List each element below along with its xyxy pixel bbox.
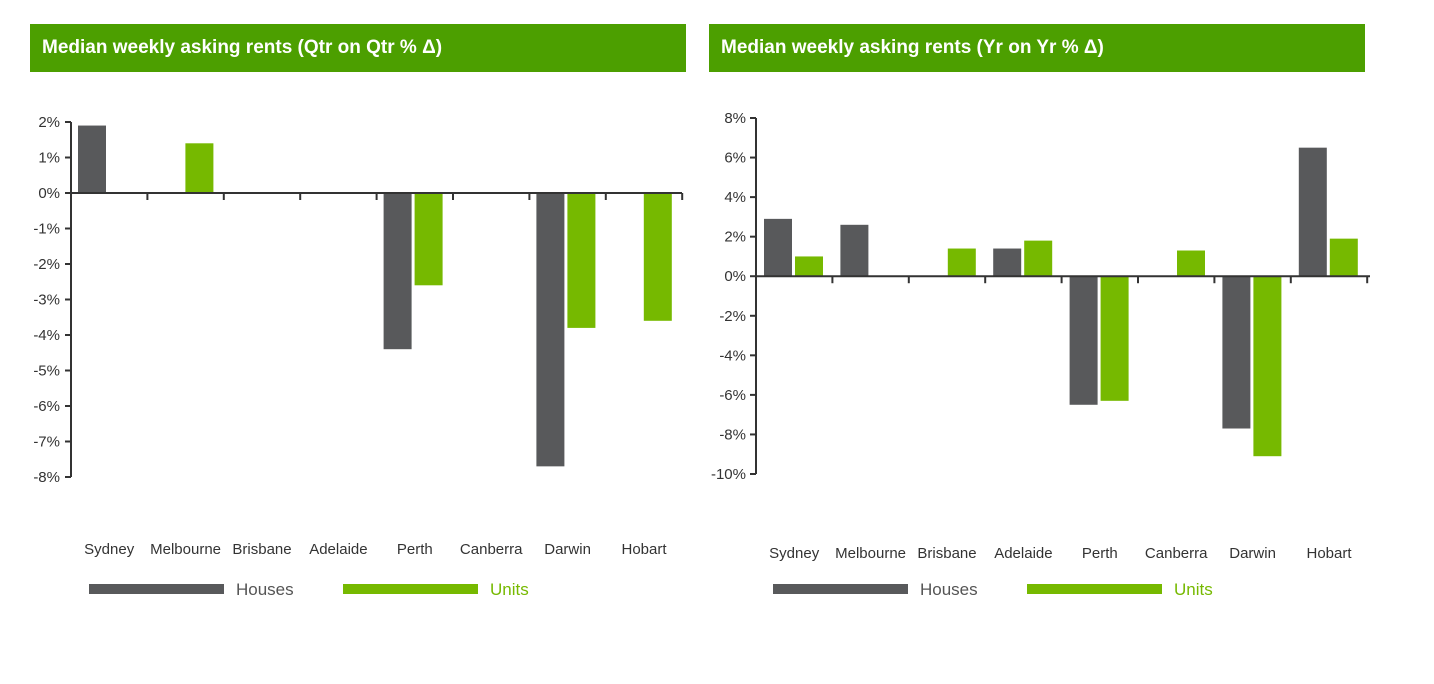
bar-houses-darwin — [1222, 276, 1251, 429]
bar-houses-hobart — [1298, 147, 1327, 277]
bar-houses-melbourne — [840, 224, 869, 277]
legend-swatch-houses — [773, 584, 908, 594]
y-tick-label: -1% — [33, 221, 60, 238]
y-tick-label: -4% — [719, 347, 746, 364]
category-label-sydney: Sydney — [769, 545, 820, 562]
y-tick-label: -10% — [711, 466, 746, 483]
y-tick-label: 0% — [38, 185, 60, 202]
legend-label-houses: Houses — [236, 580, 294, 599]
y-tick-label: 6% — [724, 150, 746, 167]
bar-units-brisbane — [947, 248, 976, 277]
bar-houses-sydney — [78, 125, 106, 193]
bar-units-darwin — [1253, 276, 1282, 457]
y-tick-label: -4% — [33, 327, 60, 344]
y-tick-label: 2% — [724, 229, 746, 246]
y-tick-label: -8% — [33, 469, 60, 486]
y-tick-label: -3% — [33, 292, 60, 309]
y-tick-label: 8% — [724, 110, 746, 127]
bar-units-hobart — [643, 193, 672, 321]
bar-units-canberra — [1177, 250, 1205, 277]
legend-label-units: Units — [490, 580, 529, 599]
y-tick-label: -5% — [33, 363, 60, 380]
bar-units-perth — [1100, 276, 1129, 401]
category-label-adelaide: Adelaide — [309, 541, 367, 558]
bar-units-hobart — [1329, 238, 1358, 277]
bar-houses-adelaide — [993, 248, 1022, 277]
category-label-perth: Perth — [397, 541, 433, 558]
bar-units-darwin — [567, 193, 596, 328]
y-tick-label: 0% — [724, 268, 746, 285]
category-label-adelaide: Adelaide — [994, 545, 1052, 562]
legend-label-houses: Houses — [920, 580, 978, 599]
y-tick-label: -8% — [719, 426, 746, 443]
y-tick-label: -2% — [33, 256, 60, 273]
bar-houses-darwin — [536, 193, 565, 467]
bar-houses-perth — [1069, 276, 1098, 405]
bar-units-adelaide — [1024, 240, 1053, 277]
category-label-canberra: Canberra — [1145, 545, 1208, 562]
category-label-brisbane: Brisbane — [917, 545, 976, 562]
legend-label-units: Units — [1174, 580, 1213, 599]
category-label-canberra: Canberra — [460, 541, 523, 558]
bar-houses-sydney — [764, 218, 792, 277]
category-label-melbourne: Melbourne — [150, 541, 221, 558]
legend-swatch-units — [343, 584, 478, 594]
category-label-melbourne: Melbourne — [835, 545, 906, 562]
category-label-darwin: Darwin — [544, 541, 591, 558]
category-label-hobart: Hobart — [621, 541, 667, 558]
y-tick-label: -7% — [33, 434, 60, 451]
category-label-brisbane: Brisbane — [232, 541, 291, 558]
y-tick-label: -6% — [33, 398, 60, 415]
category-label-hobart: Hobart — [1306, 545, 1352, 562]
chart-title-qtr: Median weekly asking rents (Qtr on Qtr %… — [30, 24, 686, 72]
y-tick-label: -6% — [719, 387, 746, 404]
category-label-sydney: Sydney — [84, 541, 135, 558]
y-tick-label: -2% — [719, 308, 746, 325]
y-tick-label: 2% — [38, 114, 60, 131]
y-tick-label: 4% — [724, 189, 746, 206]
legend-swatch-units — [1027, 584, 1162, 594]
chart-title-yr: Median weekly asking rents (Yr on Yr % Δ… — [709, 24, 1365, 72]
bar-houses-perth — [383, 193, 412, 350]
bar-units-melbourne — [185, 143, 214, 193]
y-tick-label: 1% — [38, 150, 60, 167]
bar-units-perth — [414, 193, 443, 286]
legend-swatch-houses — [89, 584, 224, 594]
category-label-darwin: Darwin — [1229, 545, 1276, 562]
bar-units-sydney — [795, 256, 823, 277]
category-label-perth: Perth — [1082, 545, 1118, 562]
